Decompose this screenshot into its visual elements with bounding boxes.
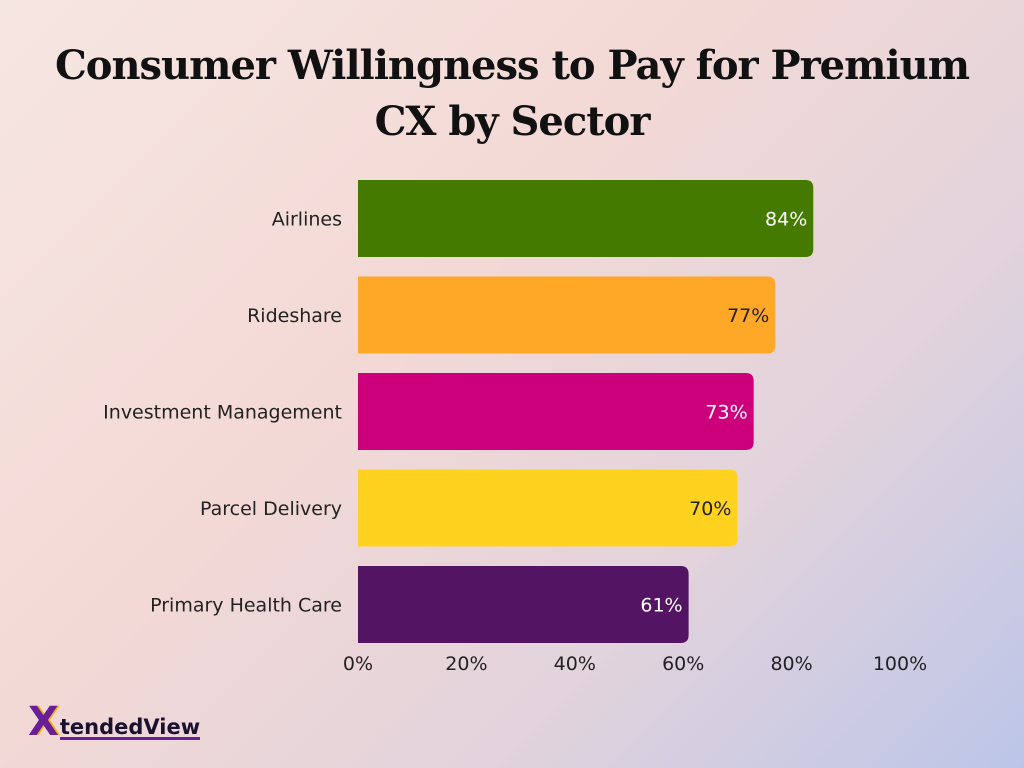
x-tick-label: 20%	[445, 653, 487, 675]
category-label: Investment Management	[103, 402, 342, 424]
chart-title-line-2: CX by Sector	[374, 98, 651, 145]
bar-airlines	[358, 180, 814, 257]
chart-title-line-1: Consumer Willingness to Pay for Premium	[54, 42, 970, 89]
bar-rideshare	[358, 276, 776, 354]
value-label: 61%	[640, 595, 682, 617]
category-label: Primary Health Care	[150, 595, 342, 617]
xtendedview-logo: X tendedView	[28, 699, 201, 745]
x-tick-label: 40%	[554, 653, 596, 675]
value-label: 84%	[765, 209, 807, 231]
x-tick-label: 0%	[343, 653, 373, 675]
bar-parcel-delivery	[358, 469, 738, 547]
bar-primary-health-care	[358, 566, 689, 643]
value-label: 73%	[705, 402, 747, 424]
x-tick-label: 60%	[662, 653, 704, 675]
x-tick-label: 80%	[770, 653, 812, 675]
logo-wordmark: tendedView	[59, 714, 201, 740]
x-tick-label: 100%	[873, 653, 927, 675]
logo-x-mark: X	[28, 699, 59, 745]
category-label: Airlines	[272, 209, 342, 231]
value-label: 77%	[727, 305, 769, 327]
category-label: Parcel Delivery	[200, 498, 342, 520]
bar-investment-management	[358, 373, 754, 450]
chart-title: Consumer Willingness to Pay for Premium …	[0, 38, 1024, 150]
value-label: 70%	[689, 498, 731, 520]
category-label: Rideshare	[247, 305, 342, 327]
